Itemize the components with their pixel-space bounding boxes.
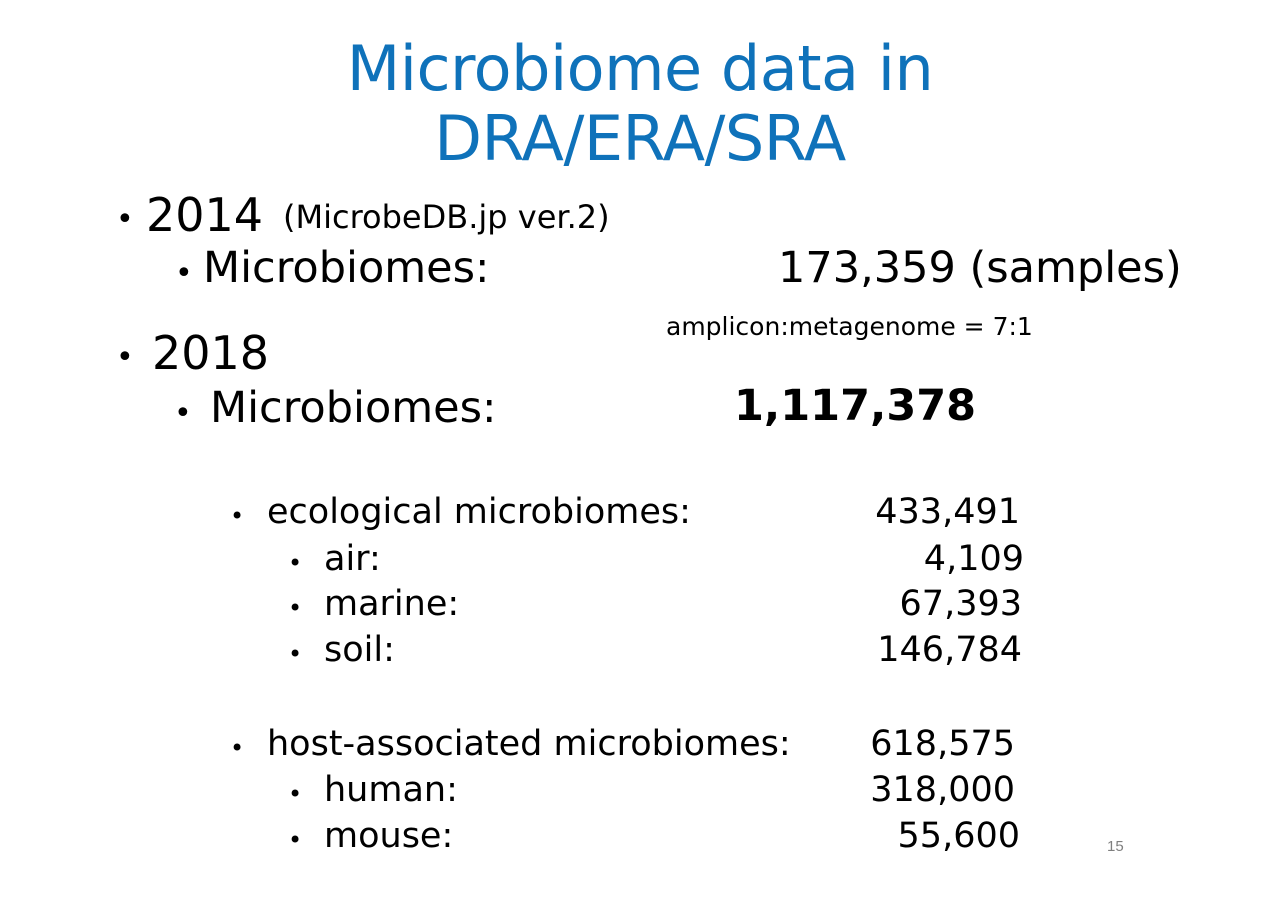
item-marine-value: 67,393 — [899, 584, 1022, 624]
item-human-value: 318,000 — [870, 770, 1015, 810]
bullet-icon: • — [230, 734, 245, 762]
bullet-icon: • — [174, 396, 192, 431]
ecological-microbiomes-value: 433,491 — [875, 492, 1020, 532]
slide-title-line-2: DRA/ERA/SRA — [434, 102, 846, 175]
slide-title: Microbiome data in DRA/ERA/SRA — [0, 34, 1280, 174]
bullet-icon: • — [288, 640, 303, 668]
bullet-icon: • — [116, 202, 134, 237]
item-air-value: 4,109 — [923, 539, 1024, 579]
item-marine-label: marine: — [324, 584, 460, 624]
bullet-icon: • — [116, 340, 134, 375]
item-soil-label: soil: — [324, 630, 395, 670]
microbiomes-2018-value: 1,117,378 — [734, 381, 977, 431]
bullet-icon: • — [288, 594, 303, 622]
page-number: 15 — [1107, 838, 1124, 855]
microbiomes-2014-value: 173,359 (samples) — [778, 243, 1182, 293]
item-mouse-label: mouse: — [324, 816, 454, 856]
source-note: (MicrobeDB.jp ver.2) — [283, 198, 610, 236]
microbiomes-2018-label: Microbiomes: — [210, 383, 497, 433]
bullet-icon: • — [288, 549, 303, 577]
bullet-icon: • — [230, 502, 245, 530]
year-2018: 2018 — [152, 326, 270, 380]
host-associated-microbiomes-value: 618,575 — [870, 724, 1015, 764]
item-soil-value: 146,784 — [877, 630, 1022, 670]
ecological-microbiomes-label: ecological microbiomes: — [267, 492, 691, 532]
year-2014: 2014 — [146, 188, 264, 242]
item-air-label: air: — [324, 539, 381, 579]
amplicon-ratio-note: amplicon:metagenome = 7:1 — [666, 312, 1033, 341]
item-mouse-value: 55,600 — [897, 816, 1020, 856]
slide-title-line-1: Microbiome data in — [346, 32, 934, 105]
host-associated-microbiomes-label: host-associated microbiomes: — [267, 724, 791, 764]
item-human-label: human: — [324, 770, 458, 810]
microbiomes-2014-label: Microbiomes: — [203, 243, 490, 293]
bullet-icon: • — [288, 826, 303, 854]
bullet-icon: • — [175, 256, 193, 291]
bullet-icon: • — [288, 780, 303, 808]
